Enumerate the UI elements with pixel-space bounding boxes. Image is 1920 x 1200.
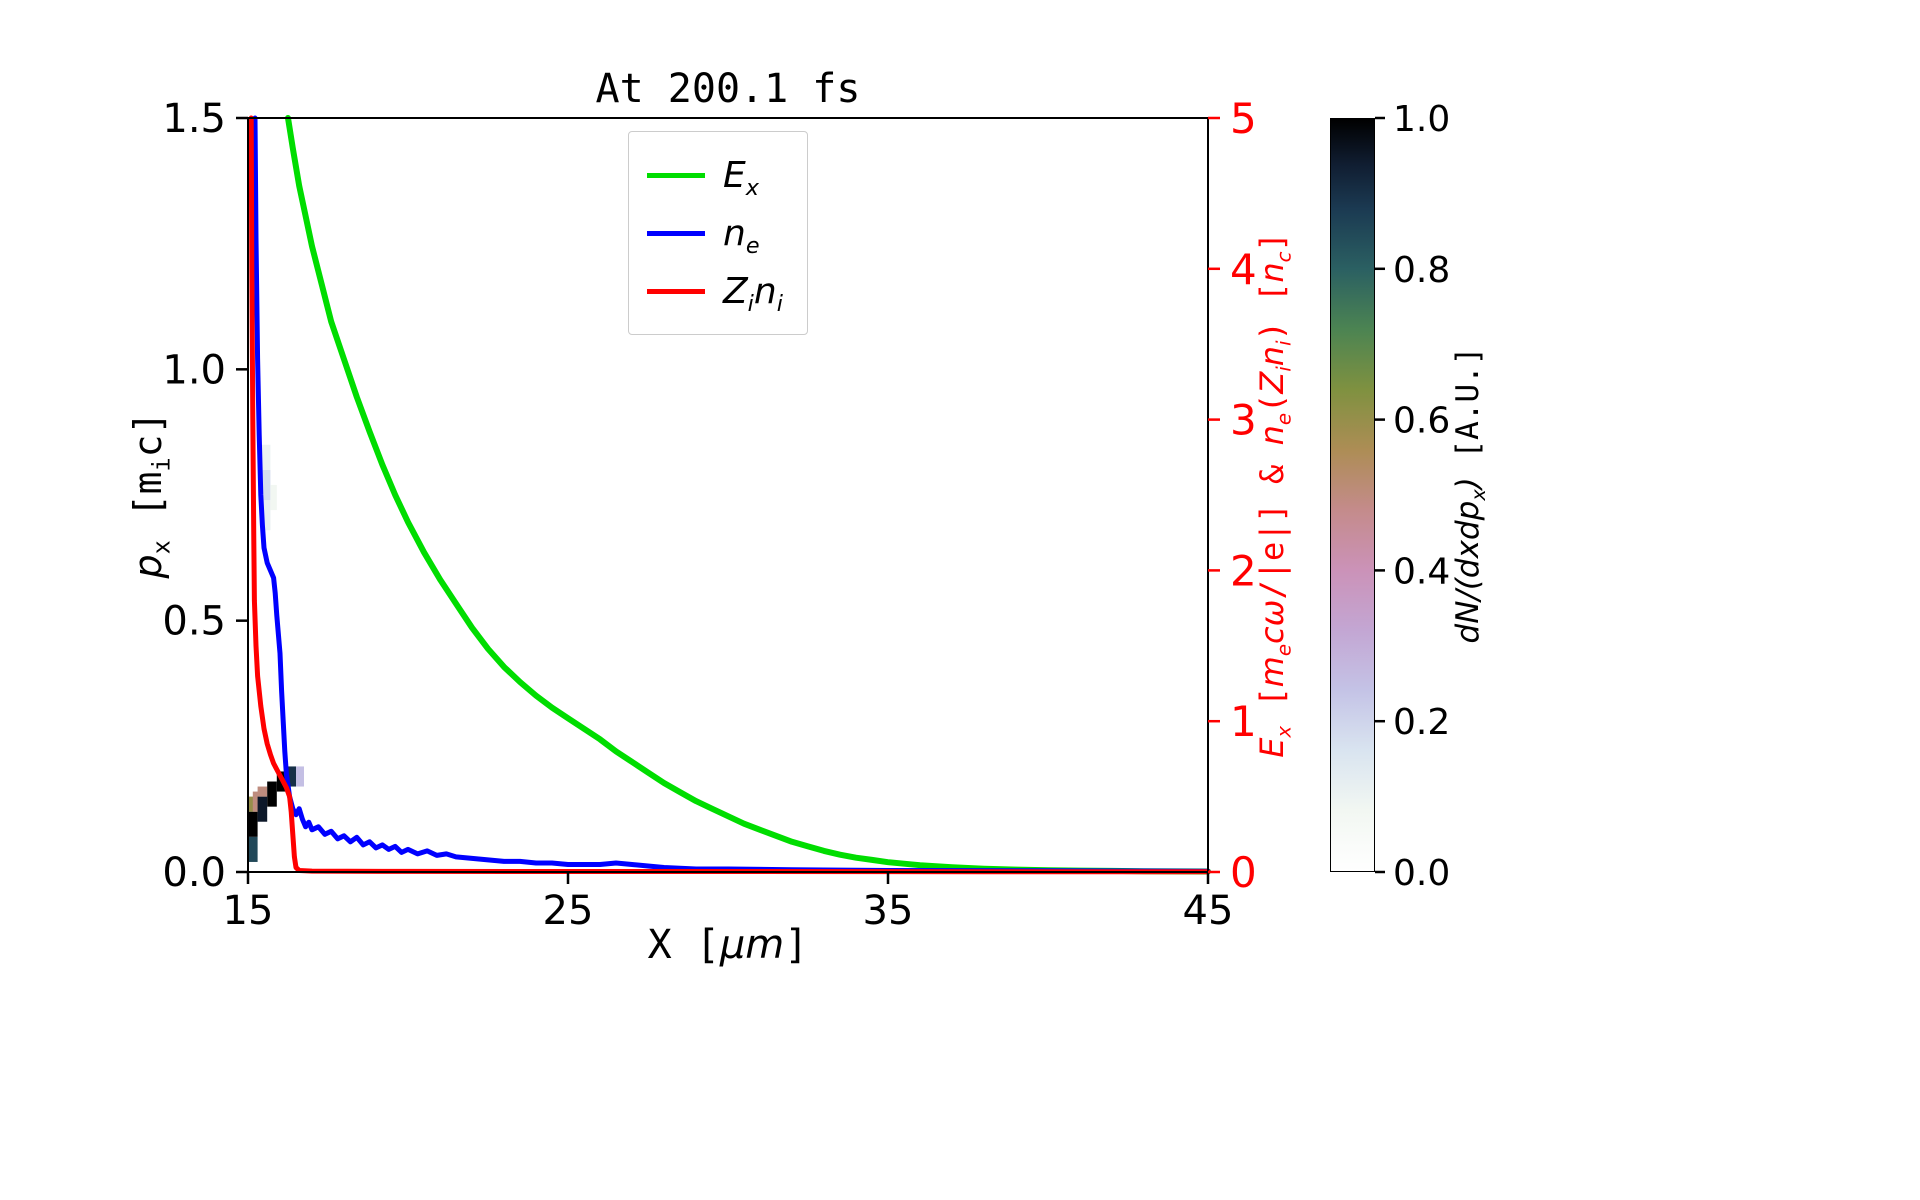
series-line-n_e <box>252 115 1211 874</box>
y-right-tick-label: 2 <box>1230 546 1257 595</box>
legend-line-sample <box>647 230 705 236</box>
heatmap-cell <box>257 786 268 797</box>
y-left-tick-label: 1.5 <box>162 96 226 142</box>
y-right-tick-label: 1 <box>1230 697 1257 746</box>
legend-item-n_e: ne <box>647 204 783 262</box>
colorbar <box>1330 118 1375 872</box>
legend-label: Ex <box>723 154 759 201</box>
y-right-tick-label: 4 <box>1230 245 1257 294</box>
heatmap-cell <box>248 836 258 862</box>
heatmap-cell <box>252 791 260 812</box>
heatmap-cell <box>260 500 271 531</box>
x-tick-label: 15 <box>223 888 274 934</box>
heatmap-cell <box>248 811 258 837</box>
legend: Ex ne Zini <box>628 131 808 335</box>
y-left-tick-label: 0.0 <box>162 850 226 896</box>
x-tick-label: 25 <box>543 888 594 934</box>
y-left-tick-label: 1.0 <box>162 347 226 393</box>
y-axis-right-label: Ex [mecω/|e|] & ne(Zini) [nc] <box>1253 232 1296 758</box>
legend-label: Zini <box>723 270 783 317</box>
plot-frame <box>247 117 1209 873</box>
legend-label: ne <box>723 212 760 259</box>
heatmap-cell <box>270 484 277 511</box>
colorbar-tick-label: 0.8 <box>1393 250 1450 291</box>
legend-line-sample <box>647 288 705 294</box>
y-right-tick-label: 3 <box>1230 396 1257 445</box>
y-right-tick-label: 5 <box>1230 94 1257 143</box>
colorbar-tick-label: 0.0 <box>1393 853 1450 894</box>
heatmap-cell <box>260 469 271 501</box>
x-tick-label: 45 <box>1183 888 1234 934</box>
y-left-tick-label: 0.5 <box>162 599 226 645</box>
legend-item-E_x: Ex <box>647 146 783 204</box>
y-axis-left-label: px [mic] <box>126 411 176 579</box>
heatmap-cell <box>257 796 268 822</box>
legend-line-sample <box>647 172 705 178</box>
chart-title: At 200.1 fs <box>595 66 861 112</box>
heatmap-cell <box>260 444 271 470</box>
y-right-tick-label: 0 <box>1230 848 1257 897</box>
heatmap-cell <box>267 781 277 807</box>
heatmap-cell <box>296 766 304 787</box>
colorbar-label: dN/(dxdpx) [A.U.] <box>1450 346 1491 644</box>
colorbar-tick-label: 0.2 <box>1393 702 1450 743</box>
legend-item-Z_i_n_i: Zini <box>647 262 783 320</box>
x-axis-label: X [μm] <box>647 922 809 968</box>
heatmap-cell <box>286 766 296 787</box>
colorbar-tick-label: 0.4 <box>1393 551 1450 592</box>
series-line-E_x <box>285 115 1211 875</box>
colorbar-tick-label: 1.0 <box>1393 99 1450 140</box>
colorbar-tick-label: 0.6 <box>1393 401 1450 442</box>
x-tick-label: 35 <box>863 888 914 934</box>
